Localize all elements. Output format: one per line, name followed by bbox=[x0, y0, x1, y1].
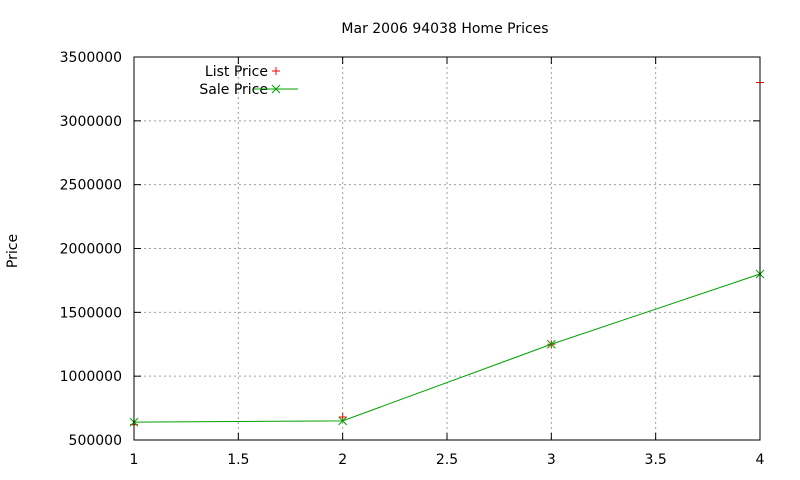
y-axis-label: Price bbox=[5, 234, 21, 268]
series-line-sale-price bbox=[133, 273, 761, 423]
x-tick-label: 1.5 bbox=[227, 452, 249, 468]
legend: List Price Sale Price bbox=[199, 64, 298, 98]
x-tick-label: 1 bbox=[130, 452, 139, 468]
axis-ticks: 1 1.5 2 2.5 3 3.5 4 500000 1000000 1500000 2000000… bbox=[60, 50, 765, 468]
data-point-sale-price bbox=[546, 339, 556, 349]
y-tick-label: 500000 bbox=[69, 433, 122, 449]
y-tick-label: 1500000 bbox=[60, 305, 122, 321]
x-tick-label: 2 bbox=[338, 452, 347, 468]
data-point-sale-price bbox=[338, 416, 348, 426]
legend-marker-sale-price bbox=[271, 84, 281, 94]
y-tick-label: 3000000 bbox=[60, 114, 122, 130]
legend-key-list-price bbox=[272, 67, 280, 75]
grid-lines bbox=[134, 57, 760, 440]
legend-label-list-price: List Price bbox=[205, 64, 268, 80]
y-tick-label: 2000000 bbox=[60, 242, 122, 258]
legend-label-sale-price: Sale Price bbox=[199, 82, 268, 98]
x-tick-label: 3.5 bbox=[645, 452, 667, 468]
x-tick-label: 3 bbox=[547, 452, 556, 468]
legend-key-sale-price bbox=[254, 84, 298, 94]
data-point-list-price bbox=[338, 413, 347, 422]
plot-area-border bbox=[133, 56, 761, 441]
marker-stroke bbox=[271, 84, 281, 94]
marker-stroke bbox=[338, 416, 348, 426]
chart-title: Mar 2006 94038 Home Prices bbox=[341, 21, 548, 37]
marker-stroke bbox=[546, 339, 556, 349]
y-tick-label: 2500000 bbox=[60, 178, 122, 194]
x-tick-label: 4 bbox=[756, 452, 765, 468]
legend-marker-list-price bbox=[272, 67, 280, 75]
y-tick-label: 1000000 bbox=[60, 369, 122, 385]
x-tick-label: 2.5 bbox=[436, 452, 458, 468]
y-tick-label: 3500000 bbox=[60, 50, 122, 66]
